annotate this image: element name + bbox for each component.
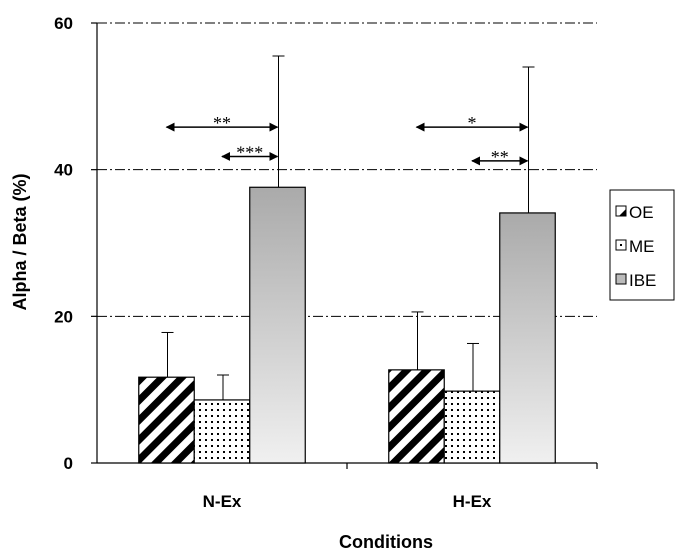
axes: 0 20 40 60 N-Ex H-Ex [54, 14, 598, 511]
significance-label: ** [213, 113, 231, 133]
significance-label: * [468, 113, 477, 133]
y-tick-label: 20 [54, 307, 73, 326]
legend-swatch-mark [620, 244, 622, 246]
significance-markers: ******** [165, 113, 529, 167]
legend-label-oe: OE [629, 203, 654, 222]
bar-me-h-ex [443, 390, 501, 464]
y-tick-label: 40 [54, 161, 73, 180]
significance-label: *** [236, 142, 263, 162]
x-axis-title: Conditions [339, 532, 433, 551]
y-tick-label: 0 [64, 454, 73, 473]
y-tick-label: 60 [54, 14, 73, 33]
bar-oe-n-ex [138, 376, 195, 464]
bar-me-n-ex [193, 399, 251, 464]
legend-label-ibe: IBE [629, 271, 656, 290]
legend: OE ME IBE [609, 189, 675, 301]
bar-ibe-h-ex [499, 212, 556, 464]
x-category-label: H-Ex [453, 492, 492, 511]
y-axis-title: Alpha / Beta (%) [10, 173, 30, 310]
bars [138, 55, 556, 464]
x-category-label: N-Ex [203, 492, 242, 511]
legend-swatch-ibe [615, 273, 627, 285]
legend-label-me: ME [629, 237, 655, 256]
bar-oe-h-ex [388, 369, 445, 464]
significance-label: ** [491, 147, 509, 167]
bar-ibe-n-ex [249, 186, 306, 464]
legend-swatch-mark [619, 209, 626, 216]
